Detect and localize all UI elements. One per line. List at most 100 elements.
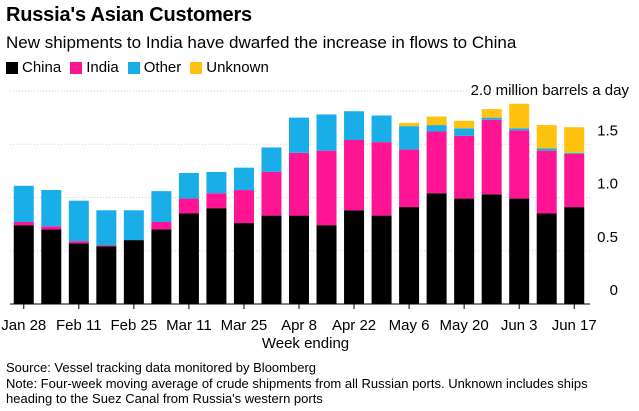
bar-china <box>344 210 365 304</box>
legend-item-other: Other <box>127 59 182 76</box>
bar-india <box>536 150 557 214</box>
bar-other <box>316 114 337 151</box>
y-tick-label: 1.0 <box>597 176 618 193</box>
legend-label-other: Other <box>143 59 182 76</box>
y-tick-label: 0.5 <box>597 229 618 246</box>
bar-china <box>123 240 144 304</box>
legend-swatch-unknown <box>190 61 203 74</box>
bar-other <box>233 167 254 191</box>
legend-swatch-china <box>6 61 18 74</box>
bar-unknown <box>399 122 420 127</box>
bar-china <box>178 213 199 304</box>
bar-other <box>426 125 447 132</box>
bar-other <box>178 173 199 199</box>
x-tick-label: Mar 25 <box>221 317 268 334</box>
bar-other <box>151 191 172 222</box>
x-tick-label: May 6 <box>389 317 430 334</box>
x-tick-label: Jun 17 <box>552 317 597 334</box>
bar-india <box>564 153 585 208</box>
bar-india <box>316 150 337 226</box>
x-tick-label: Jan 28 <box>1 317 46 334</box>
bar-india <box>178 198 199 214</box>
bar-other <box>123 210 144 241</box>
bar-unknown <box>481 109 502 118</box>
bar-china <box>481 194 502 304</box>
bar-china <box>206 208 227 304</box>
bar-india <box>454 135 475 199</box>
bar-other <box>481 117 502 120</box>
bar-unknown <box>564 127 585 153</box>
legend-swatch-other <box>127 61 140 74</box>
bar-china <box>68 243 89 304</box>
bar-india <box>96 245 117 247</box>
bar-unknown <box>536 125 557 149</box>
y-tick-label: 1.5 <box>597 122 618 139</box>
bar-china <box>454 198 475 304</box>
bar-india <box>399 149 420 208</box>
bar-china <box>233 223 254 304</box>
bar-other <box>564 152 585 154</box>
x-tick-label: May 20 <box>440 317 489 334</box>
legend-swatch-india <box>70 61 83 74</box>
bar-india <box>233 190 254 224</box>
bar-other <box>454 128 475 136</box>
bar-other <box>96 210 117 246</box>
bar-other <box>344 111 365 140</box>
x-tick-label: Feb 25 <box>111 317 158 334</box>
bar-india <box>261 171 282 216</box>
bar-other <box>41 190 62 227</box>
bar-china <box>151 229 172 304</box>
legend-label-india: India <box>86 59 119 76</box>
bar-india <box>481 119 502 195</box>
x-tick-label: Feb 11 <box>56 317 102 334</box>
bar-china <box>399 207 420 304</box>
bar-other <box>509 128 530 131</box>
bar-other <box>399 126 420 150</box>
legend-item-india: India <box>70 59 119 76</box>
bar-other <box>261 147 282 172</box>
bar-china <box>96 246 117 304</box>
legend-item-unknown: Unknown <box>190 59 269 76</box>
bar-china <box>13 225 34 304</box>
bar-india <box>289 152 309 216</box>
x-tick-label: Apr 8 <box>281 317 317 334</box>
chart-subtitle: New shipments to India have dwarfed the … <box>6 33 517 52</box>
bar-china <box>41 229 62 304</box>
y-tick-label: 0 <box>610 282 618 299</box>
chart-title: Russia's Asian Customers <box>6 4 252 26</box>
bar-other <box>13 185 34 222</box>
bar-india <box>68 241 89 244</box>
source-note: Source: Vessel tracking data monitored b… <box>6 360 317 375</box>
bar-other <box>206 171 227 194</box>
bar-india <box>206 193 227 209</box>
bar-india <box>41 226 62 230</box>
bar-unknown <box>426 116 447 126</box>
bar-china <box>536 213 557 304</box>
x-tick-label: Apr 22 <box>332 317 376 334</box>
bar-unknown <box>454 120 475 129</box>
bar-india <box>13 221 34 226</box>
bar-other <box>289 117 309 153</box>
bar-india <box>151 221 172 230</box>
x-tick-label: Jun 3 <box>501 317 538 334</box>
bar-other <box>371 115 392 143</box>
bar-china <box>509 198 530 304</box>
x-axis-title: Week ending <box>0 335 639 352</box>
bar-other <box>536 148 557 151</box>
legend: China India Other Unknown <box>6 59 278 76</box>
bar-india <box>371 142 392 216</box>
bar-other <box>68 200 89 242</box>
bar-china <box>261 215 282 304</box>
bar-india <box>426 131 447 194</box>
bar-china <box>371 215 392 304</box>
bar-china <box>564 207 585 304</box>
legend-label-china: China <box>22 59 62 76</box>
bar-unknown <box>509 103 530 129</box>
bar-india <box>509 130 530 199</box>
legend-label-unknown: Unknown <box>206 59 269 76</box>
y-axis-unit-label: 2.0 million barrels a day <box>470 82 629 99</box>
x-axis-title-text: Week ending <box>261 335 350 352</box>
bar-china <box>426 193 447 304</box>
